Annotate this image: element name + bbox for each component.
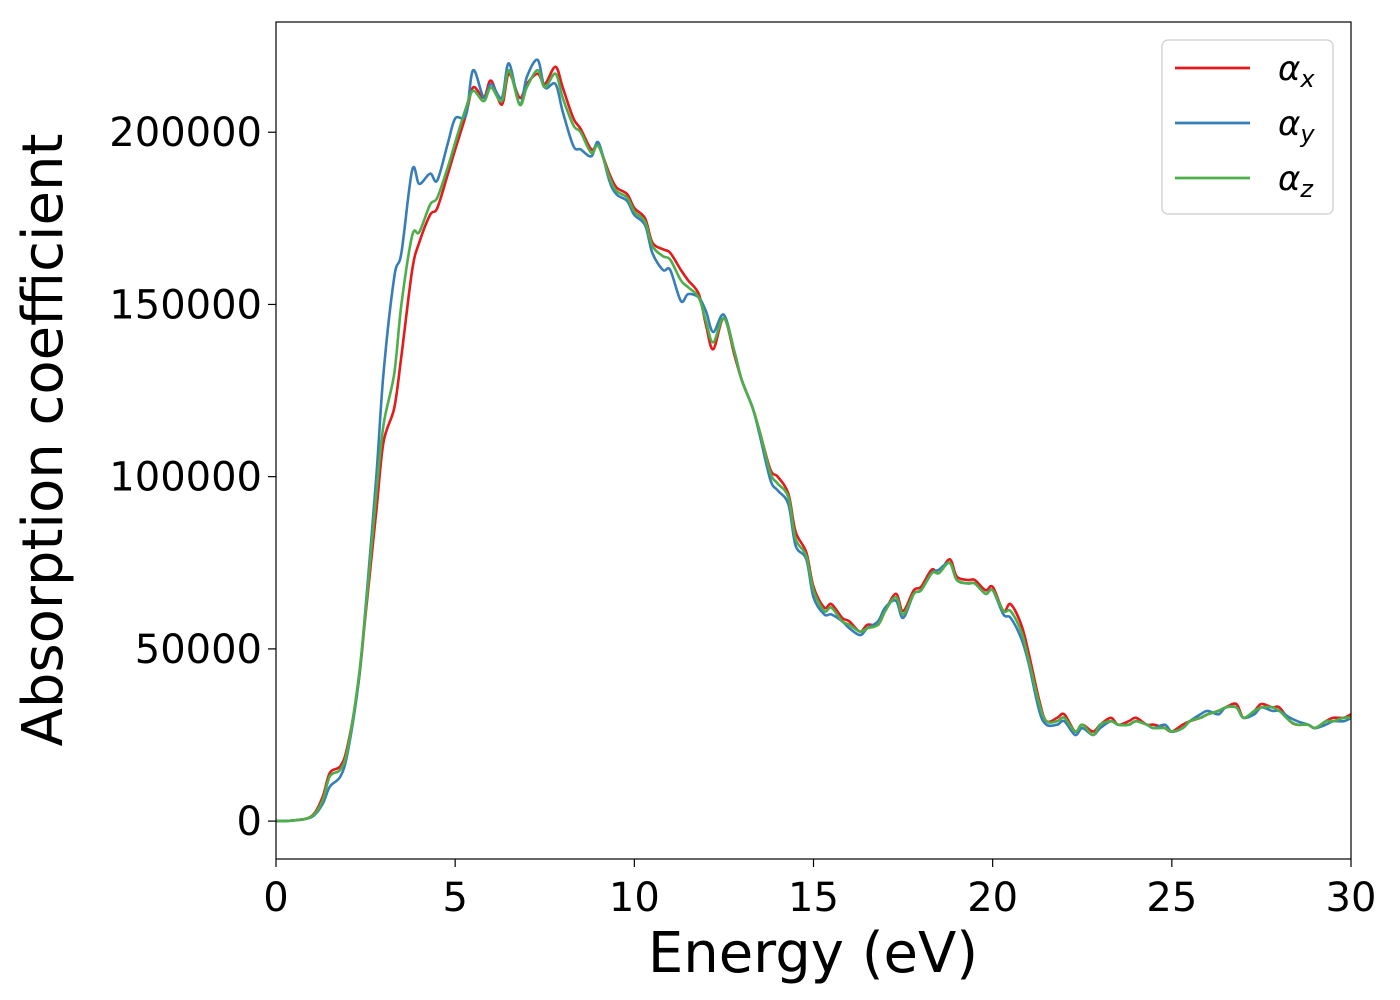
legend-label-y: αy xyxy=(1278,104,1315,148)
x-tick-label: 25 xyxy=(1146,875,1197,921)
x-axis-title: Energy (eV) xyxy=(648,921,978,986)
y-tick-label: 150000 xyxy=(109,282,262,328)
series-layer xyxy=(276,58,1351,823)
x-tick-label: 15 xyxy=(788,875,839,921)
y-tick-label: 50000 xyxy=(135,627,262,673)
x-tick-label: 20 xyxy=(967,875,1018,921)
series-line-z xyxy=(276,68,1351,823)
x-tick-label: 0 xyxy=(263,875,288,921)
y-axis: 0 50000 100000 150000 200000 xyxy=(109,110,276,845)
y-tick-label: 200000 xyxy=(109,110,262,156)
x-tick-label: 5 xyxy=(442,875,467,921)
x-tick-label: 10 xyxy=(609,875,660,921)
legend-label-z: αz xyxy=(1278,159,1314,203)
y-tick-label: 100000 xyxy=(109,455,262,501)
x-tick-label: 30 xyxy=(1326,875,1377,921)
legend-box xyxy=(1161,39,1334,215)
y-axis-title: Absorption coefficient xyxy=(11,134,76,747)
legend-label-x: αx xyxy=(1278,49,1315,93)
x-axis: 0 5 10 15 20 25 30 xyxy=(263,859,1376,921)
legend: αx αy αz xyxy=(1161,39,1334,215)
y-tick-label: 0 xyxy=(237,799,262,845)
